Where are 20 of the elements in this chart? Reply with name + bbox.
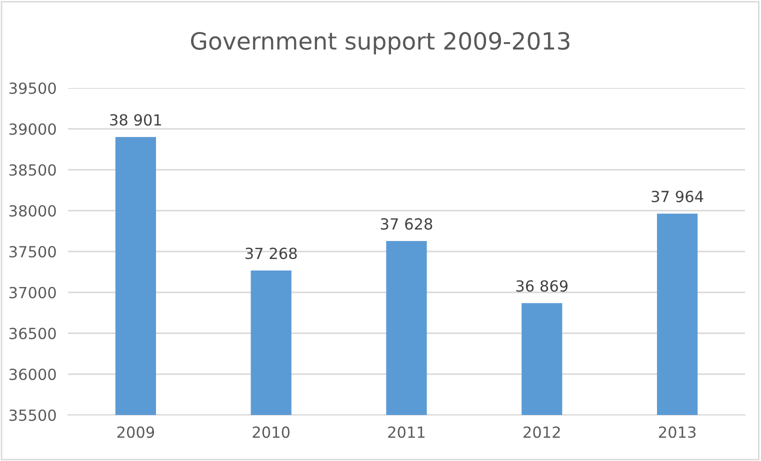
y-tick-label: 38500 bbox=[9, 164, 56, 176]
data-label: 36 869 bbox=[516, 280, 568, 292]
y-tick-label: 39000 bbox=[9, 123, 56, 135]
data-label: 37 964 bbox=[652, 190, 704, 202]
x-tick-label: 2009 bbox=[117, 426, 154, 438]
x-tick-label: 2011 bbox=[388, 426, 425, 438]
x-tick-label: 2013 bbox=[658, 426, 696, 438]
x-tick-label: 2012 bbox=[524, 426, 560, 438]
y-tick-label: 36000 bbox=[9, 368, 56, 380]
data-label: 38 901 bbox=[110, 114, 162, 126]
y-tick-label: 35500 bbox=[9, 409, 56, 422]
chart-title: Government support 2009-2013 bbox=[191, 32, 570, 54]
x-tick-label: 2010 bbox=[252, 426, 290, 438]
y-tick-label: 37500 bbox=[9, 246, 56, 258]
data-label: 37 628 bbox=[380, 218, 432, 230]
y-tick-label: 38000 bbox=[9, 205, 56, 217]
y-tick-label: 39500 bbox=[9, 82, 56, 94]
data-label: 37 268 bbox=[246, 248, 297, 260]
y-tick-label: 36500 bbox=[9, 328, 56, 340]
y-tick-label: 37000 bbox=[9, 286, 56, 298]
